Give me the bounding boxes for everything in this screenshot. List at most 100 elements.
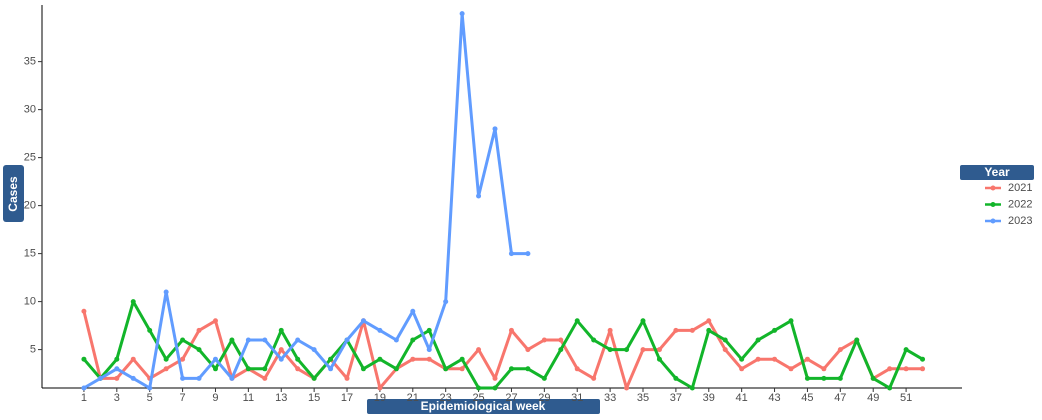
data-point xyxy=(245,366,251,372)
data-point xyxy=(755,337,761,343)
data-point xyxy=(147,385,153,391)
legend-marker xyxy=(990,218,996,224)
data-point xyxy=(541,337,547,343)
data-point xyxy=(739,356,745,362)
data-point xyxy=(624,385,630,391)
x-tick-label: 33 xyxy=(604,392,616,404)
data-point xyxy=(558,337,564,343)
series-line xyxy=(82,310,923,390)
data-point xyxy=(837,347,843,353)
data-point xyxy=(229,337,235,343)
x-tick-label: 5 xyxy=(147,392,153,404)
y-axis-label: Cases xyxy=(6,176,20,212)
y-tick-label: 5 xyxy=(30,344,36,356)
data-point xyxy=(245,337,251,343)
data-point xyxy=(624,347,630,353)
data-point xyxy=(804,375,810,381)
data-point xyxy=(295,337,301,343)
x-tick-label: 51 xyxy=(900,392,912,404)
data-point xyxy=(114,375,120,381)
x-tick-label: 23 xyxy=(440,392,452,404)
data-point xyxy=(607,347,613,353)
data-point xyxy=(295,356,301,362)
data-point xyxy=(772,327,778,333)
y-tick-label: 30 xyxy=(24,104,36,116)
data-point xyxy=(163,356,169,362)
x-tick-label: 37 xyxy=(670,392,682,404)
x-axis-label: Epidemiological week xyxy=(421,399,546,413)
data-point xyxy=(147,327,153,333)
x-label-box xyxy=(367,399,600,414)
legend-marker xyxy=(990,185,996,191)
y-tick-label: 15 xyxy=(24,248,36,260)
data-point xyxy=(755,356,761,362)
data-point xyxy=(821,366,827,372)
data-point xyxy=(180,356,186,362)
data-point xyxy=(508,327,514,333)
legend-label: 2021 xyxy=(1008,182,1032,194)
data-point xyxy=(443,299,449,305)
legend-title-box xyxy=(960,165,1034,180)
data-point xyxy=(706,318,712,324)
data-point xyxy=(640,318,646,324)
y-label-box xyxy=(3,165,24,222)
data-point xyxy=(656,356,662,362)
data-point xyxy=(344,337,350,343)
data-point xyxy=(81,385,87,391)
data-point xyxy=(476,385,482,391)
data-point xyxy=(377,327,383,333)
data-point xyxy=(706,327,712,333)
data-point xyxy=(492,385,498,391)
data-point xyxy=(673,375,679,381)
y-tick-label: 35 xyxy=(24,56,36,68)
data-point xyxy=(887,366,893,372)
data-point xyxy=(410,308,416,314)
x-tick-label: 29 xyxy=(538,392,550,404)
data-point xyxy=(360,366,366,372)
data-point xyxy=(114,366,120,372)
data-point xyxy=(163,366,169,372)
data-point xyxy=(130,299,136,305)
data-point xyxy=(130,375,136,381)
legend-marker xyxy=(990,202,996,207)
data-point xyxy=(459,356,465,362)
data-point xyxy=(903,366,909,372)
data-point xyxy=(508,366,514,372)
x-tick-label: 9 xyxy=(212,392,218,404)
data-point xyxy=(328,366,334,372)
data-point xyxy=(558,347,564,353)
x-tick-label: 39 xyxy=(703,392,715,404)
y-tick-label: 10 xyxy=(24,296,36,308)
data-point xyxy=(920,366,926,372)
data-point xyxy=(722,337,728,343)
x-tick-label: 47 xyxy=(834,392,846,404)
data-point xyxy=(196,327,202,333)
data-point xyxy=(212,366,218,372)
data-point xyxy=(410,356,416,362)
data-point xyxy=(311,347,317,353)
data-point xyxy=(393,366,399,372)
x-tick-label: 27 xyxy=(505,392,517,404)
legend-label: 2022 xyxy=(1008,198,1032,210)
x-tick-label: 17 xyxy=(341,392,353,404)
data-point xyxy=(278,356,284,362)
data-point xyxy=(772,356,778,362)
data-point xyxy=(262,337,268,343)
data-point xyxy=(525,347,531,353)
data-point xyxy=(311,375,317,381)
data-point xyxy=(443,366,449,372)
data-point xyxy=(607,327,613,333)
data-point xyxy=(739,366,745,372)
x-tick-label: 7 xyxy=(180,392,186,404)
x-tick-label: 21 xyxy=(407,392,419,404)
data-point xyxy=(492,126,498,132)
data-point xyxy=(262,375,268,381)
data-point xyxy=(328,356,334,362)
data-point xyxy=(212,318,218,324)
x-tick-label: 1 xyxy=(81,392,87,404)
data-point xyxy=(81,356,87,362)
y-tick-label: 20 xyxy=(24,200,36,212)
data-point xyxy=(114,356,120,362)
data-point xyxy=(870,375,876,381)
